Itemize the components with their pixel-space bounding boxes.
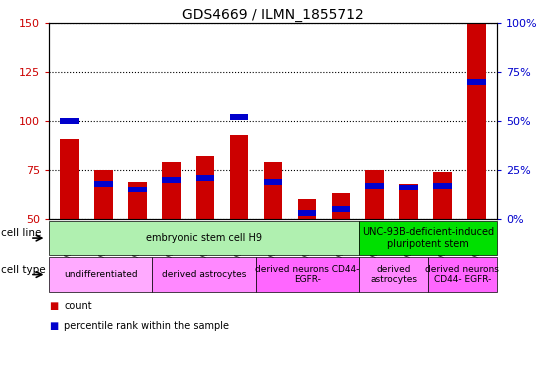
Bar (365, 170, 384, 317)
Bar (399, 184, 418, 317)
Text: embryonic stem cell H9: embryonic stem cell H9 (146, 233, 262, 243)
Text: undifferentiated: undifferentiated (64, 270, 138, 279)
Bar (196, 156, 215, 317)
Text: count: count (64, 301, 92, 311)
Text: percentile rank within the sample: percentile rank within the sample (64, 321, 229, 331)
Text: derived astrocytes: derived astrocytes (162, 270, 246, 279)
Bar (434, 172, 452, 317)
Bar (331, 194, 350, 317)
Text: ■: ■ (49, 301, 58, 311)
Bar (467, 79, 486, 85)
Bar (331, 206, 350, 212)
Text: derived neurons
CD44- EGFR-: derived neurons CD44- EGFR- (425, 265, 500, 284)
Bar (434, 183, 452, 189)
Bar (94, 181, 112, 187)
Text: derived neurons CD44-
EGFR-: derived neurons CD44- EGFR- (255, 265, 360, 284)
Text: ■: ■ (49, 321, 58, 331)
Bar (230, 114, 248, 120)
Bar (298, 210, 316, 216)
Bar (264, 179, 282, 185)
Bar (162, 177, 181, 183)
Bar (399, 185, 418, 190)
Bar (230, 135, 248, 317)
Bar (264, 162, 282, 317)
Text: UNC-93B-deficient-induced
pluripotent stem: UNC-93B-deficient-induced pluripotent st… (362, 227, 494, 249)
Bar (467, 23, 486, 317)
Title: GDS4669 / ILMN_1855712: GDS4669 / ILMN_1855712 (182, 8, 364, 22)
Text: cell type: cell type (1, 265, 45, 275)
Bar (60, 118, 79, 124)
Bar (365, 183, 384, 189)
Bar (94, 170, 112, 317)
Bar (128, 182, 147, 317)
Bar (60, 139, 79, 317)
Bar (298, 199, 316, 317)
Bar (196, 175, 215, 181)
Bar (162, 162, 181, 317)
Text: cell line: cell line (1, 228, 41, 238)
Text: derived
astrocytes: derived astrocytes (370, 265, 417, 284)
Bar (128, 187, 147, 192)
